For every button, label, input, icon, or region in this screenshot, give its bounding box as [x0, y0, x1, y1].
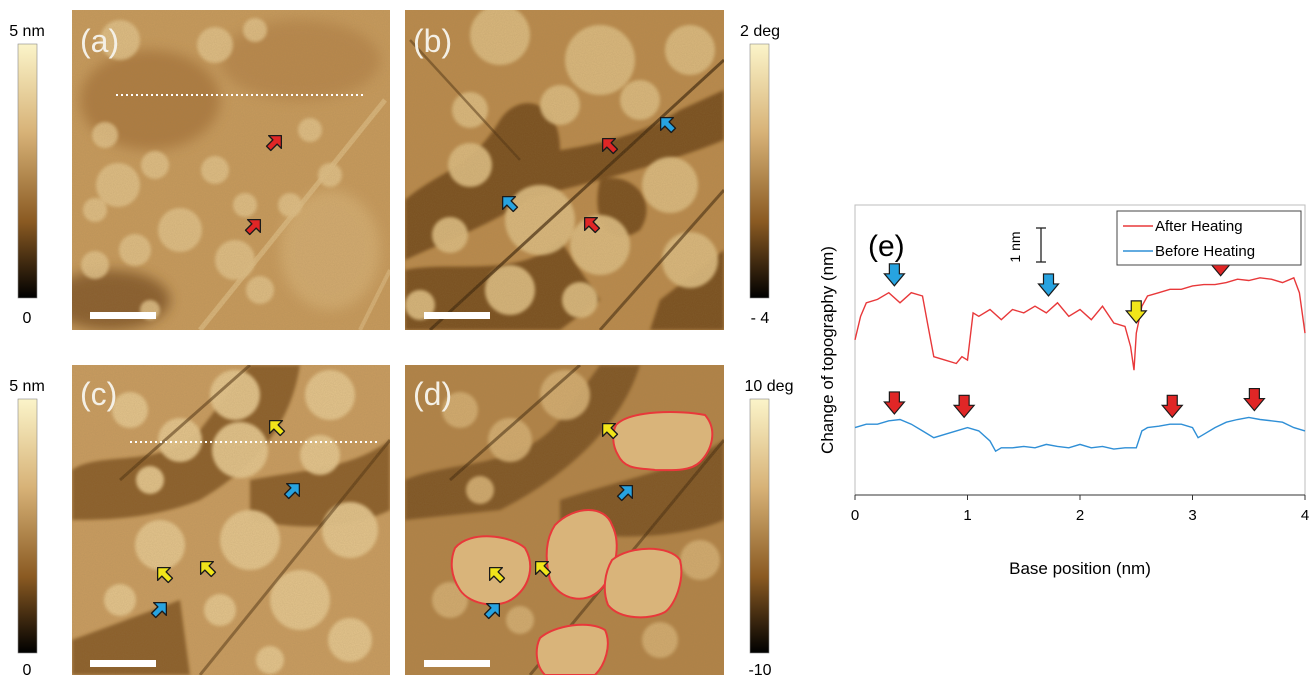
legend-label-after: After Heating: [1155, 218, 1243, 235]
colorbar-max-label: 10 deg: [745, 378, 794, 395]
blue-arrow-icon: [883, 263, 906, 287]
colorbar-max-label: 5 nm: [9, 378, 45, 395]
y-axis-label: Change of topography (nm): [818, 246, 837, 454]
scale-bar: [90, 312, 156, 319]
colorbar-max-label: 5 nm: [9, 23, 45, 40]
x-axis-label: Base position (nm): [1009, 559, 1151, 578]
colorbar-top-right: 2 deg - 4: [740, 23, 780, 327]
scale-marker: [1036, 227, 1046, 263]
panel-label-c: (c): [80, 376, 117, 412]
afm-image-d: [405, 365, 724, 675]
scale-bar: [424, 312, 490, 319]
x-tick-label: 4: [1301, 507, 1309, 524]
x-tick-label: 1: [963, 507, 971, 524]
legend: After Heating Before Heating: [1116, 210, 1302, 266]
x-tick-label: 3: [1188, 507, 1196, 524]
colorbar-max-label: 2 deg: [740, 23, 780, 40]
colorbar-top-left: 5 nm 0: [9, 23, 45, 327]
scale-marker-label: 1 nm: [1007, 231, 1023, 262]
series-before-heating: [854, 416, 1306, 453]
red-arrow-icon: [1160, 394, 1184, 419]
scale-bar: [424, 660, 490, 667]
red-arrow-icon: [952, 394, 976, 419]
legend-label-before: Before Heating: [1155, 243, 1255, 260]
colorbar-min-label: 0: [23, 662, 32, 679]
afm-image-a: [72, 10, 390, 330]
red-arrow-icon: [1243, 387, 1266, 412]
panel-label-a: (a): [80, 23, 119, 59]
blue-arrow-icon: [1037, 273, 1060, 297]
colorbar-min-label: 0: [23, 310, 32, 327]
colorbar-bottom-right: 10 deg -10: [745, 378, 794, 679]
colorbar-bottom-left: 5 nm 0: [9, 378, 45, 679]
profile-chart: (e) 1 nm 0 1 2 3 4 Base position (nm) Change…: [818, 204, 1309, 578]
afm-image-c: [72, 365, 390, 675]
panel-label-d: (d): [413, 376, 452, 412]
panel-label-b: (b): [413, 23, 452, 59]
x-tick-label: 2: [1076, 507, 1084, 524]
outlined-regions: [450, 411, 714, 675]
yellow-arrow-icon: [1124, 300, 1148, 324]
afm-image-b: [405, 10, 724, 330]
colorbar-min-label: - 4: [751, 310, 770, 327]
chart-panel-label: (e): [868, 230, 905, 263]
series-after-heating: [854, 276, 1306, 371]
red-arrow-icon: [883, 391, 906, 415]
scale-bar: [90, 660, 156, 667]
x-tick-label: 0: [851, 507, 859, 524]
colorbar-min-label: -10: [748, 662, 771, 679]
